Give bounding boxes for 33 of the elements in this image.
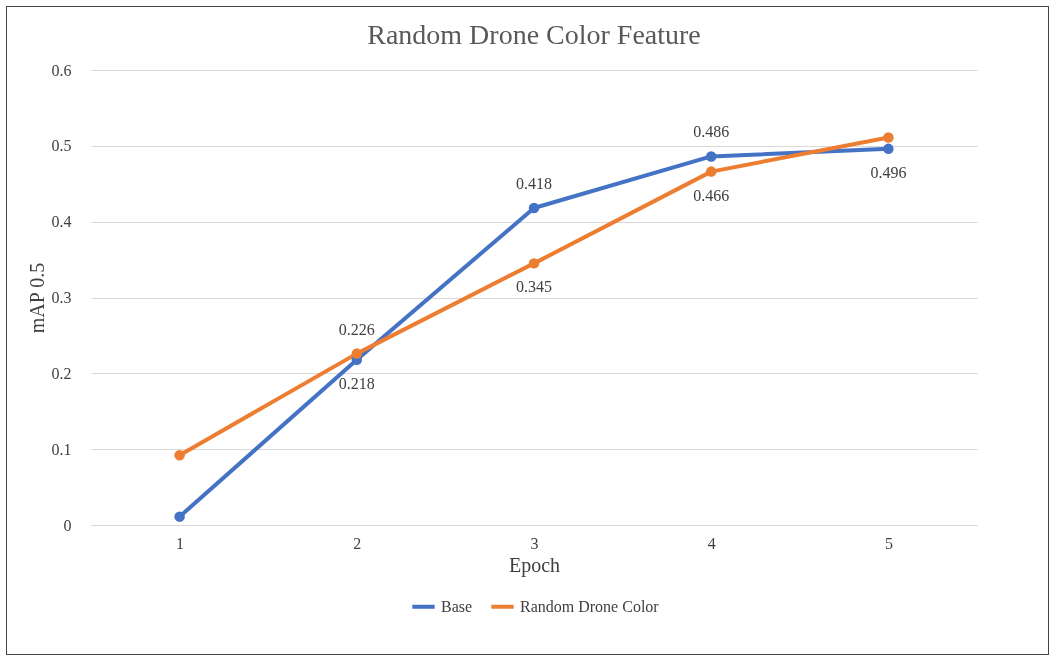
- chart-title: Random Drone Color Feature: [367, 19, 701, 50]
- x-tick-label: 4: [707, 534, 716, 552]
- x-axis-title: Epoch: [508, 553, 561, 577]
- y-tick-label: 0.5: [51, 137, 72, 155]
- point: [351, 348, 363, 359]
- point: [883, 132, 894, 143]
- point: [528, 258, 540, 269]
- point: [174, 511, 185, 522]
- point: [883, 143, 894, 155]
- y-tick-label: 0.1: [51, 440, 72, 458]
- point: [705, 166, 717, 177]
- data-label: 0.218: [338, 374, 375, 392]
- y-tick-label: 0.4: [51, 213, 72, 231]
- data-label: 0.486: [693, 123, 730, 141]
- data-label: 0.226: [338, 320, 375, 338]
- y-tick-label: 0: [63, 516, 72, 534]
- data-label: 0.496: [870, 163, 907, 181]
- x-tick-label: 2: [353, 534, 362, 552]
- x-tick-label: 5: [884, 534, 893, 552]
- data-label: 0.345: [516, 278, 552, 296]
- x-tick-label: 1: [176, 534, 185, 552]
- y-axis-title: mAP 0.5: [25, 262, 48, 334]
- point: [528, 202, 540, 214]
- data-label: 0.418: [516, 175, 552, 193]
- y-tick-label: 0.2: [51, 364, 72, 382]
- legend-label: Random Drone Color: [520, 597, 660, 615]
- y-tick-label: 0.6: [51, 61, 72, 79]
- point: [174, 450, 185, 461]
- point: [705, 151, 717, 162]
- data-label: 0.466: [693, 186, 730, 204]
- x-tick-label: 3: [530, 534, 539, 552]
- legend-label: Base: [441, 597, 473, 615]
- y-tick-label: 0.3: [51, 289, 72, 306]
